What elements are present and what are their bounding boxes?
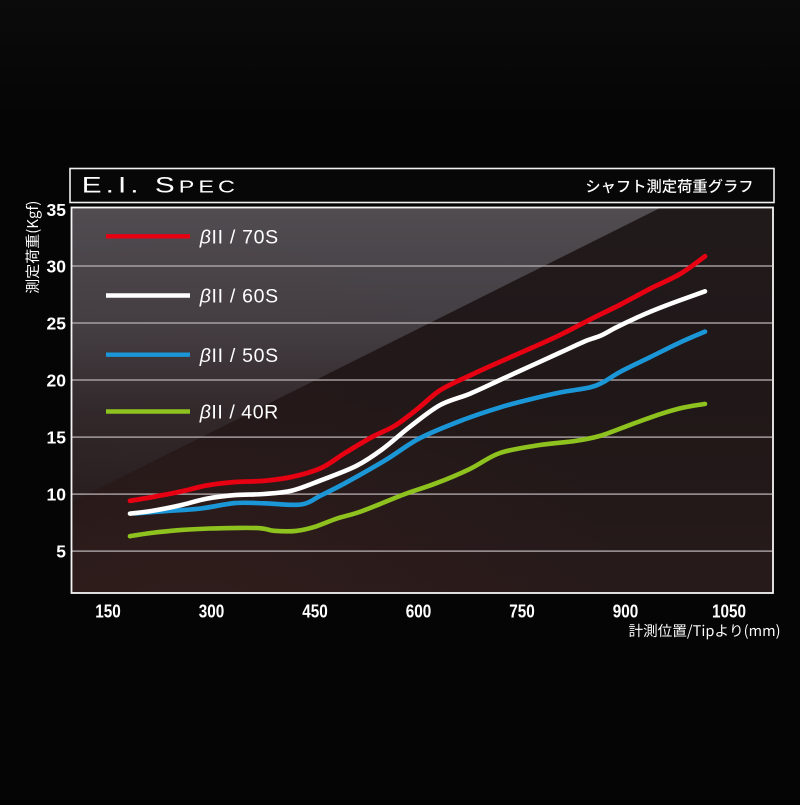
svg-text:βII / 50S: βII / 50S bbox=[199, 345, 279, 367]
svg-text:30: 30 bbox=[47, 257, 67, 277]
svg-text:450: 450 bbox=[302, 602, 328, 622]
svg-text:1050: 1050 bbox=[712, 602, 746, 622]
svg-text:20: 20 bbox=[47, 371, 67, 391]
svg-text:900: 900 bbox=[613, 602, 639, 622]
svg-text:E.I. SPEC: E.I. SPEC bbox=[82, 172, 239, 197]
svg-text:βII / 60S: βII / 60S bbox=[199, 286, 279, 308]
svg-text:750: 750 bbox=[509, 602, 535, 622]
svg-text:βII / 40R: βII / 40R bbox=[199, 402, 279, 424]
svg-text:5: 5 bbox=[56, 542, 66, 562]
svg-text:150: 150 bbox=[95, 602, 121, 622]
svg-text:15: 15 bbox=[47, 428, 67, 448]
svg-text:10: 10 bbox=[47, 485, 67, 505]
svg-text:βII / 70S: βII / 70S bbox=[199, 226, 279, 248]
svg-text:600: 600 bbox=[406, 602, 432, 622]
svg-text:35: 35 bbox=[47, 200, 67, 220]
svg-text:300: 300 bbox=[199, 602, 225, 622]
svg-text:25: 25 bbox=[47, 314, 67, 334]
